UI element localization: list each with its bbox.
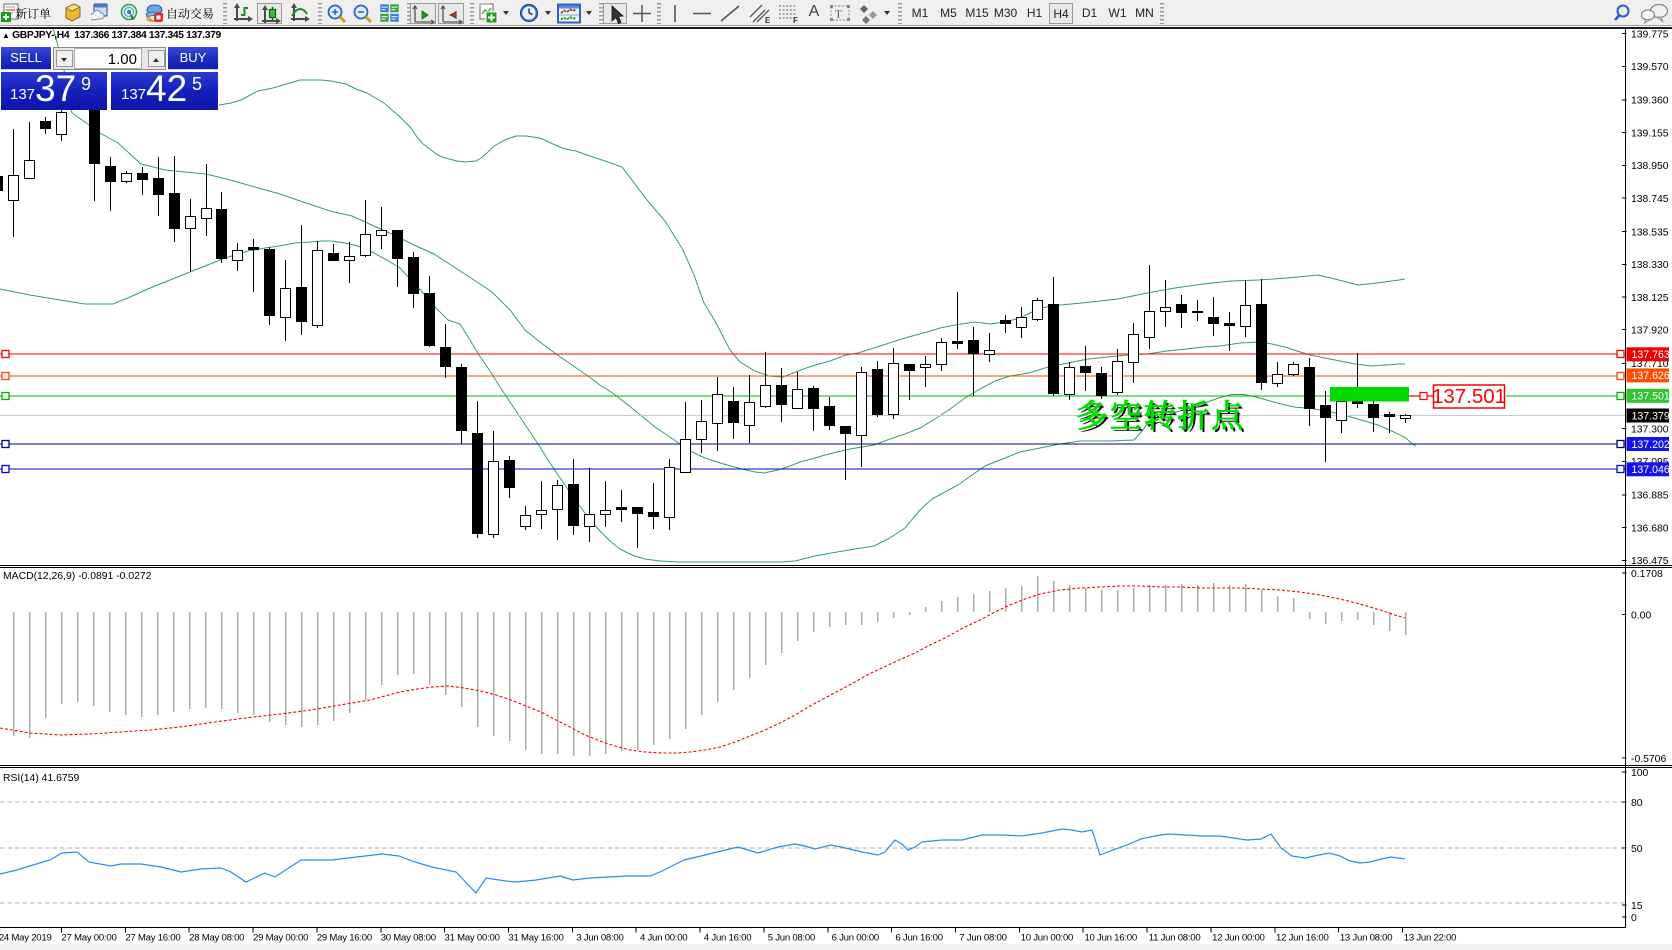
svg-text:11 Jun 08:00: 11 Jun 08:00 <box>1149 933 1201 944</box>
svg-text:136.475: 136.475 <box>1631 556 1669 567</box>
svg-text:10 Jun 16:00: 10 Jun 16:00 <box>1084 933 1136 944</box>
svg-text:5 Jun 08:00: 5 Jun 08:00 <box>768 933 815 944</box>
svg-text:139.360: 139.360 <box>1631 96 1669 107</box>
svg-text:15: 15 <box>1631 901 1643 912</box>
svg-text:RSI(14) 41.6759: RSI(14) 41.6759 <box>3 773 79 784</box>
svg-text:137.202: 137.202 <box>1632 439 1670 451</box>
svg-text:137.379: 137.379 <box>1632 410 1670 422</box>
svg-text:T: T <box>835 9 842 21</box>
svg-text:29 May 00:00: 29 May 00:00 <box>253 933 308 944</box>
svg-text:4 Jun 16:00: 4 Jun 16:00 <box>704 933 751 944</box>
svg-text:100: 100 <box>1631 768 1649 779</box>
svg-text:F: F <box>793 16 798 24</box>
svg-text:137.626: 137.626 <box>1632 370 1670 382</box>
svg-text:138.745: 138.745 <box>1631 194 1669 205</box>
svg-text:0: 0 <box>1631 913 1637 924</box>
svg-text:12 Jun 16:00: 12 Jun 16:00 <box>1276 933 1328 944</box>
svg-text:137.920: 137.920 <box>1631 326 1669 337</box>
svg-text:7 Jun 08:00: 7 Jun 08:00 <box>959 933 1006 944</box>
svg-text:30 May 08:00: 30 May 08:00 <box>381 933 436 944</box>
svg-text:6 Jun 00:00: 6 Jun 00:00 <box>832 933 879 944</box>
svg-text:50: 50 <box>1631 844 1643 855</box>
svg-text:137.710: 137.710 <box>1631 359 1669 370</box>
svg-text:6 Jun 16:00: 6 Jun 16:00 <box>895 933 942 944</box>
svg-text:27 May 16:00: 27 May 16:00 <box>125 933 180 944</box>
svg-text:-0.5706: -0.5706 <box>1631 754 1666 765</box>
svg-text:138.125: 138.125 <box>1631 293 1669 304</box>
svg-text:0.00: 0.00 <box>1631 610 1651 621</box>
svg-text:E: E <box>765 16 771 24</box>
svg-text:28 May 08:00: 28 May 08:00 <box>189 933 244 944</box>
svg-text:139.155: 139.155 <box>1631 129 1669 140</box>
svg-text:137.763: 137.763 <box>1632 349 1670 361</box>
svg-text:31 May 00:00: 31 May 00:00 <box>445 933 500 944</box>
svg-text:12 Jun 00:00: 12 Jun 00:00 <box>1212 933 1264 944</box>
svg-text:80: 80 <box>1631 798 1643 809</box>
svg-text:138.330: 138.330 <box>1631 260 1669 271</box>
svg-text:MACD(12,26,9) -0.0891 -0.0272: MACD(12,26,9) -0.0891 -0.0272 <box>3 571 152 582</box>
svg-text:3 Jun 08:00: 3 Jun 08:00 <box>576 933 623 944</box>
svg-text:4 Jun 00:00: 4 Jun 00:00 <box>640 933 687 944</box>
svg-text:31 May 16:00: 31 May 16:00 <box>508 933 563 944</box>
svg-text:137.046: 137.046 <box>1632 464 1670 476</box>
svg-text:139.775: 139.775 <box>1631 30 1669 41</box>
svg-text:10 Jun 00:00: 10 Jun 00:00 <box>1021 933 1073 944</box>
svg-text:139.570: 139.570 <box>1631 62 1669 73</box>
svg-text:138.950: 138.950 <box>1631 161 1669 172</box>
svg-text:29 May 16:00: 29 May 16:00 <box>317 933 372 944</box>
svg-text:13 Jun 08:00: 13 Jun 08:00 <box>1340 933 1392 944</box>
svg-text:137.300: 137.300 <box>1631 425 1669 436</box>
svg-text:0.1708: 0.1708 <box>1631 569 1663 580</box>
svg-text:136.885: 136.885 <box>1631 491 1669 502</box>
svg-text:13 Jun 22:00: 13 Jun 22:00 <box>1404 933 1456 944</box>
svg-text:137.501: 137.501 <box>1632 391 1670 403</box>
svg-text:136.680: 136.680 <box>1631 524 1669 535</box>
svg-text:27 May 00:00: 27 May 00:00 <box>61 933 116 944</box>
svg-text:138.535: 138.535 <box>1631 227 1669 238</box>
svg-text:24 May 2019: 24 May 2019 <box>0 933 52 944</box>
svg-text:137.501: 137.501 <box>1432 385 1506 408</box>
